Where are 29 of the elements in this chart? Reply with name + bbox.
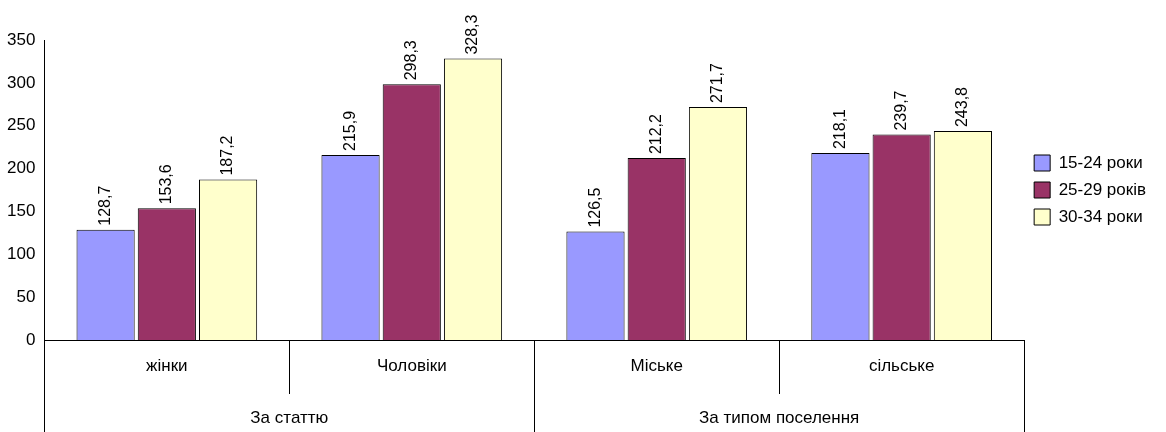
text: За статтю: [250, 407, 329, 427]
text: За типом поселення: [699, 407, 860, 427]
data-label: 218,1: [830, 108, 848, 150]
y-tick-label: 350: [6, 29, 36, 49]
x-tick-label: жінки: [146, 355, 188, 375]
data-label: 153,6: [157, 164, 175, 205]
y-tick-label: 250: [6, 115, 36, 135]
y-tick-label: 300: [6, 72, 36, 92]
y-tick-label: 50: [16, 286, 36, 306]
data-label: 328,3: [463, 14, 481, 55]
y-tick-label: 150: [6, 201, 36, 221]
y-tick-label: 100: [6, 243, 36, 263]
data-label: 212,2: [647, 113, 665, 155]
y-tick-label: 0: [25, 329, 36, 349]
data-label: 271,7: [708, 62, 726, 104]
y-tick-label: 200: [6, 158, 36, 178]
data-label: 298,3: [402, 40, 420, 81]
x-tick-label: Чоловіки: [376, 355, 447, 375]
legend-label: 15-24 роки: [1058, 152, 1143, 172]
x-tick-label: сільське: [868, 355, 935, 375]
data-label: 128,7: [96, 185, 114, 226]
legend-label: 30-34 роки: [1058, 206, 1143, 226]
data-label: 126,5: [585, 187, 603, 228]
data-label: 187,2: [218, 135, 236, 176]
data-label: 215,9: [340, 110, 358, 151]
data-label: 243,8: [953, 86, 971, 128]
x-tick-label: Міське: [630, 355, 683, 375]
legend-label: 25-29 років: [1058, 179, 1146, 199]
data-label: 239,7: [892, 90, 910, 131]
